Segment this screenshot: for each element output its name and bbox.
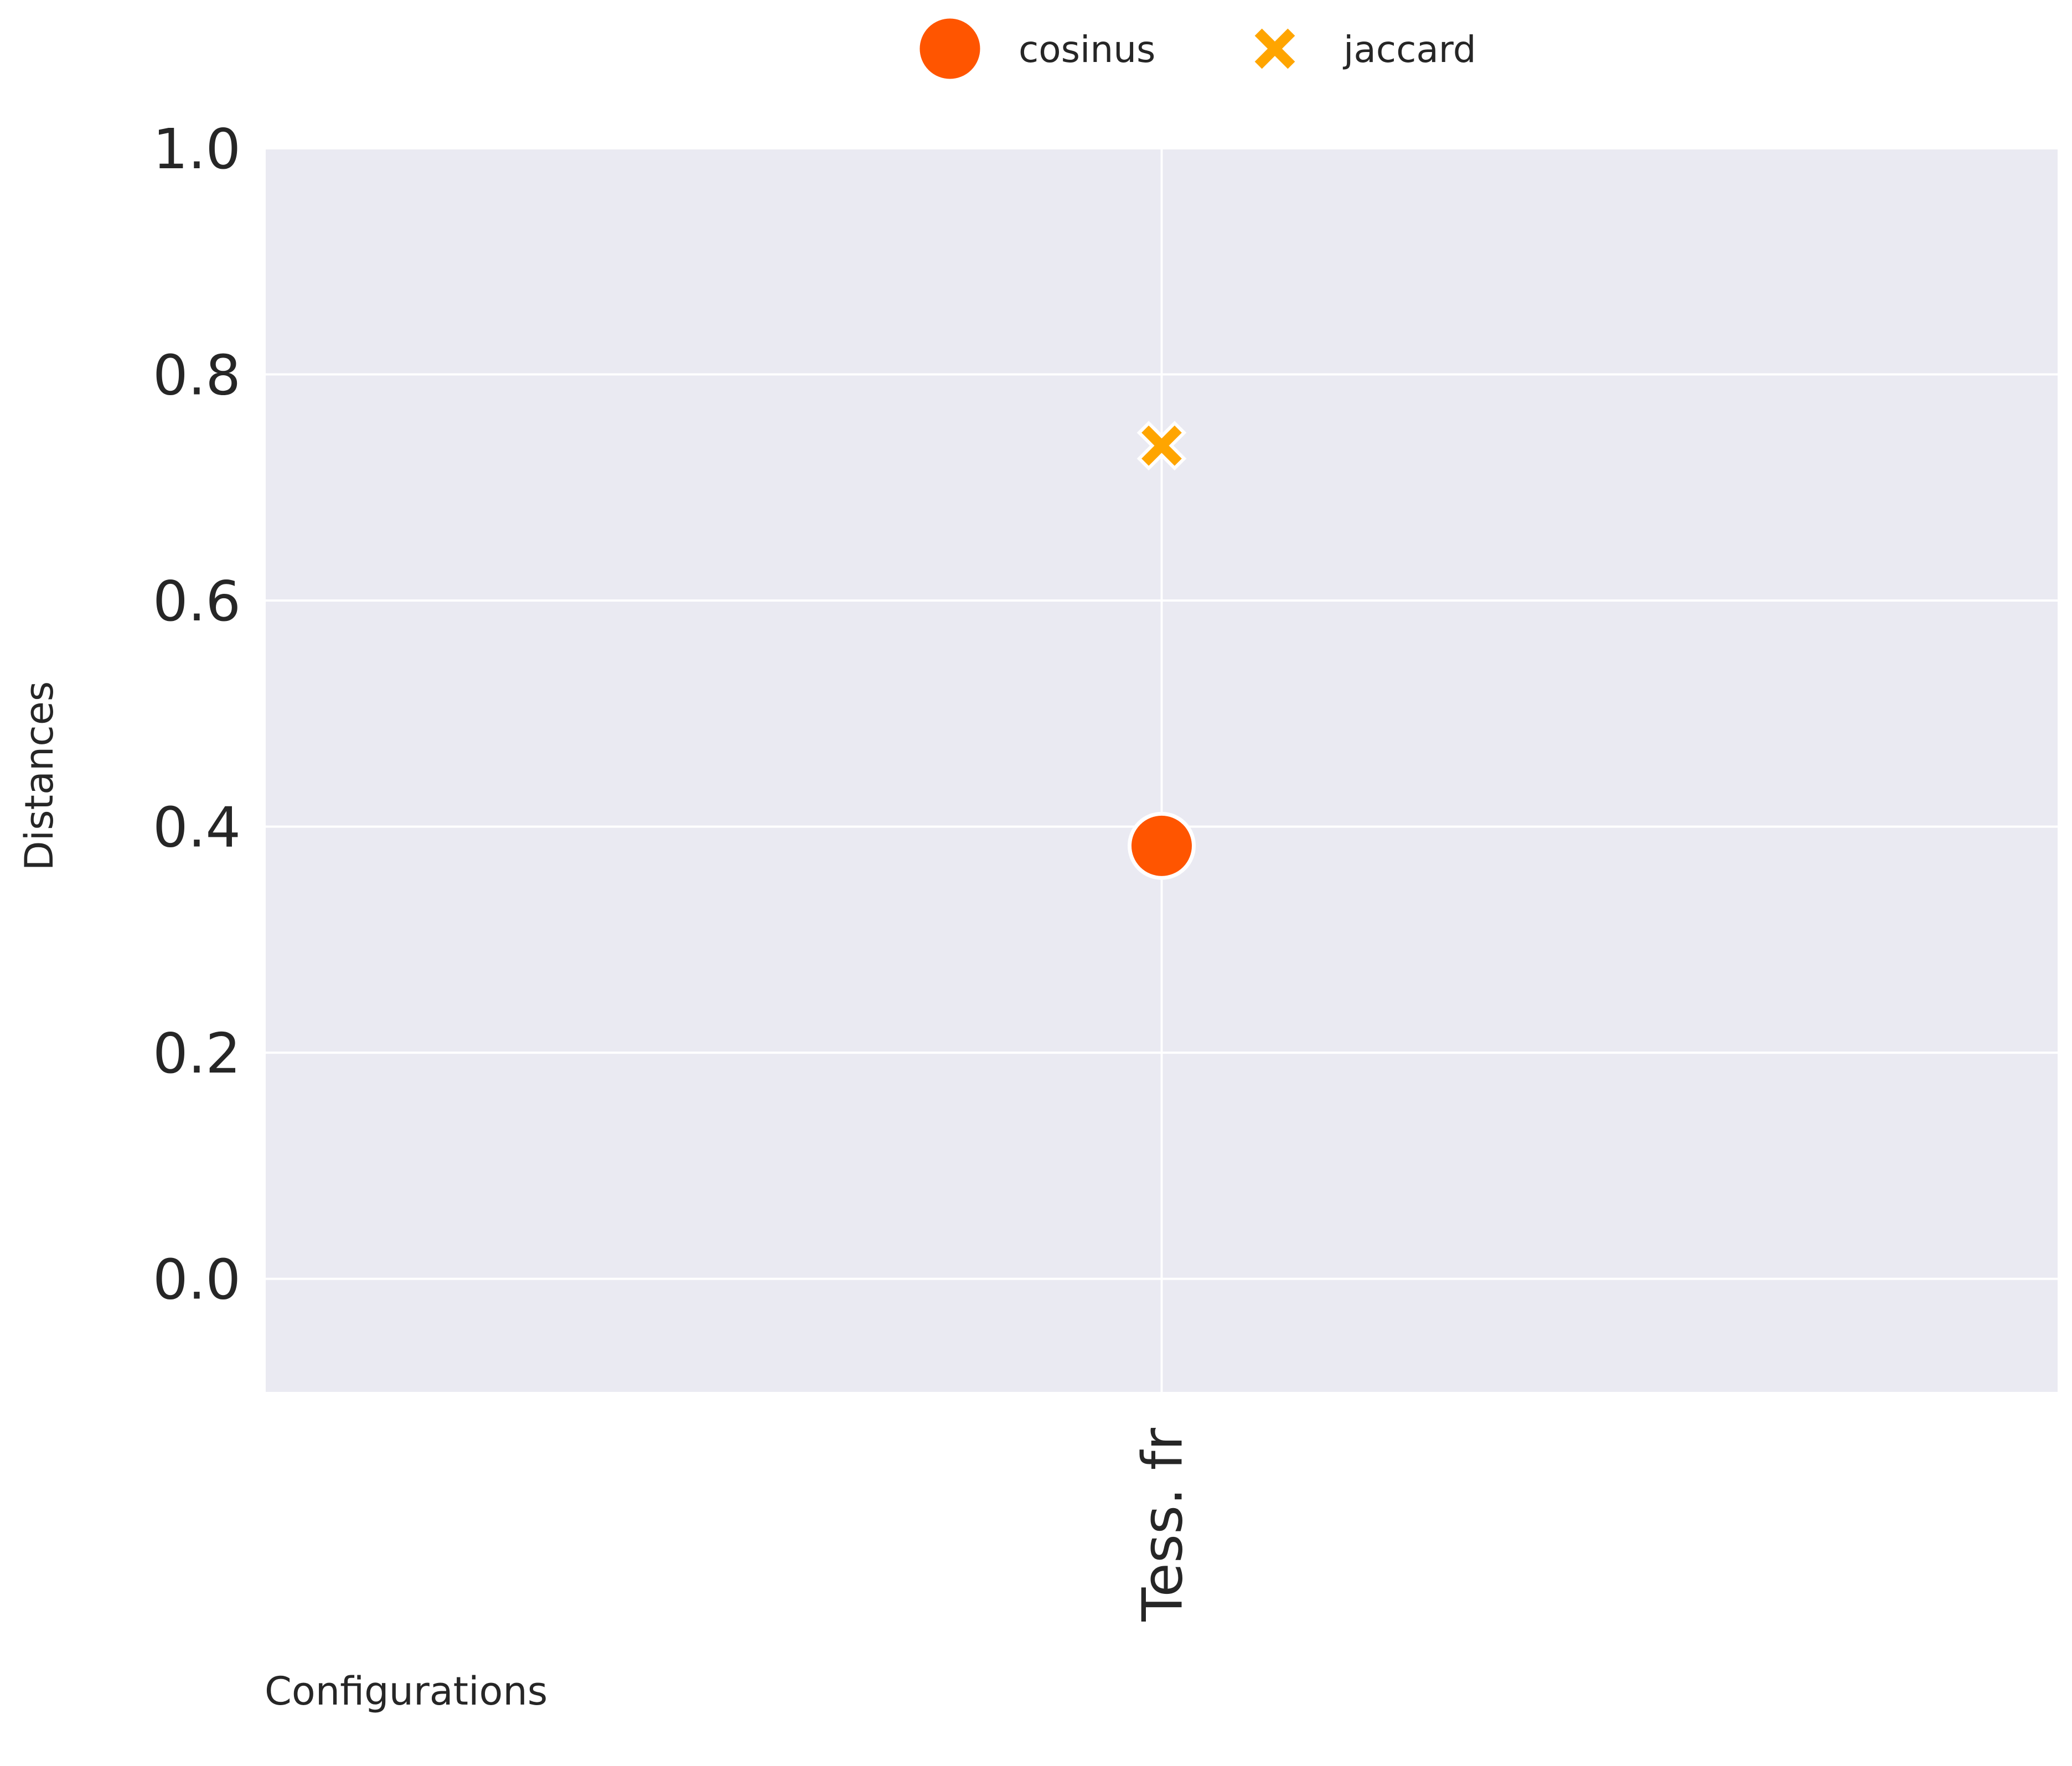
y-axis-title: Distances [17, 681, 62, 871]
y-tick-label: 0.4 [153, 795, 241, 860]
data-point-cosinus [1128, 811, 1196, 880]
legend-label-cosinus: cosinus [1019, 28, 1155, 71]
y-tick-label: 0.6 [153, 569, 241, 634]
x-axis-title: Configurations [265, 1669, 547, 1714]
y-tick-label: 0.2 [153, 1021, 241, 1086]
x-tick-labels: Tess. fr [1130, 1427, 1195, 1622]
legend: cosinus jaccard [916, 14, 1476, 83]
y-tick-label: 0.8 [153, 343, 241, 408]
y-tick-label: 0.0 [153, 1247, 241, 1312]
data-point-jaccard [1136, 421, 1187, 471]
legend-label-jaccard: jaccard [1342, 28, 1476, 71]
y-tick-labels: 0.0 0.2 0.4 0.6 0.8 1.0 [153, 117, 241, 1312]
legend-marker-cosinus [916, 14, 984, 83]
data-markers [1128, 421, 1196, 880]
legend-marker-jaccard [1250, 24, 1300, 74]
y-tick-label: 1.0 [153, 117, 241, 182]
x-tick-label: Tess. fr [1130, 1427, 1195, 1622]
